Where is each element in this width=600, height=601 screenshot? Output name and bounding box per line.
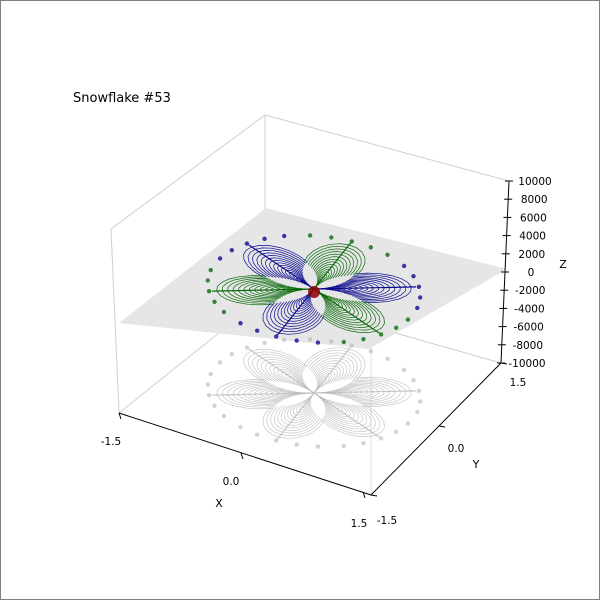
z-tick-label: 10000 <box>518 176 551 188</box>
flake-dendrite <box>350 239 354 243</box>
flake-dendrite <box>308 233 312 237</box>
flake-dendrite <box>385 253 389 257</box>
box-edge-back-right <box>265 115 509 181</box>
flake-dendrite <box>230 248 234 252</box>
shadow-dendrite <box>207 393 211 397</box>
flake-dendrite <box>218 256 222 260</box>
flake-dendrite <box>415 306 419 310</box>
shadow-dendrite <box>316 444 320 448</box>
shadow-dendrite <box>230 352 234 356</box>
shadow-dendrite <box>212 404 216 408</box>
shadow-dendrite <box>342 444 346 448</box>
shadow-dendrite <box>418 399 422 403</box>
flake-dendrite <box>379 332 383 336</box>
chart-title: Snowflake #53 <box>73 91 171 106</box>
x-tick-label: 0.0 <box>223 476 240 488</box>
box-edge-left-vertical <box>111 229 119 413</box>
shadow-arm-spine <box>314 393 379 437</box>
shadow-dendrite <box>350 343 354 347</box>
flake-dendrite <box>282 234 286 238</box>
flake-dendrite <box>394 326 398 330</box>
shadow-dendrite <box>329 339 333 343</box>
y-tick-mark <box>439 426 445 427</box>
shadow-dendrite <box>274 438 278 442</box>
y-tick-label: -1.5 <box>377 515 398 527</box>
flake-dendrite <box>255 329 259 333</box>
flake-dendrite <box>222 310 226 314</box>
shadow-dendrite <box>394 430 398 434</box>
shadow-dendrite <box>209 372 213 376</box>
shadow-dendrite <box>238 425 242 429</box>
z-tick-label: -6000 <box>513 322 544 334</box>
x-axis-line <box>119 413 371 495</box>
x-tick-label: 1.5 <box>351 518 368 530</box>
flake-dendrite <box>402 264 406 268</box>
z-tick-label: -4000 <box>514 303 545 315</box>
shadow-dendrite <box>379 436 383 440</box>
z-tick-label: 2000 <box>518 249 545 261</box>
flake-dendrite <box>207 289 211 293</box>
flake-dendrite <box>369 245 373 249</box>
box-edge-back-top <box>111 115 265 229</box>
flake-dendrite <box>212 300 216 304</box>
flake-dendrite <box>206 278 210 282</box>
flake-dendrite <box>418 295 422 299</box>
shadow-dendrite <box>411 378 415 382</box>
shadow-dendrite <box>415 410 419 414</box>
shadow-dendrite <box>402 368 406 372</box>
shadow-dendrite <box>206 382 210 386</box>
y-axis-label: Y <box>472 458 480 471</box>
y-tick-mark <box>371 495 377 496</box>
flake-dendrite <box>316 340 320 344</box>
flake-dendrite <box>238 321 242 325</box>
shadow-dendrite <box>282 338 286 342</box>
z-tick-label: 4000 <box>519 231 546 243</box>
shadow-dendrite <box>385 357 389 361</box>
shadow-arm-spine <box>249 349 314 393</box>
shadow-dendrite <box>222 414 226 418</box>
z-tick-label: -10000 <box>508 358 545 370</box>
flake-dendrite <box>342 340 346 344</box>
shadow-dendrite <box>361 441 365 445</box>
floor-shadow <box>206 337 423 449</box>
flake-dendrite <box>411 274 415 278</box>
flake-dendrite <box>262 237 266 241</box>
z-tick-label: 6000 <box>520 212 547 224</box>
z-tick-label: 0 <box>528 267 535 279</box>
shadow-dendrite <box>218 360 222 364</box>
flake-dendrite <box>329 235 333 239</box>
shadow-dendrite <box>295 442 299 446</box>
shadow-dendrite <box>245 345 249 349</box>
flake-dendrite <box>361 337 365 341</box>
shadow-dendrite <box>308 337 312 341</box>
y-tick-label: 1.5 <box>510 377 527 389</box>
flake-dendrite <box>417 285 421 289</box>
flake-dendrite <box>295 338 299 342</box>
shadow-contour <box>248 352 306 381</box>
shadow-dendrite <box>262 341 266 345</box>
shadow-dendrite <box>417 389 421 393</box>
flake-center <box>308 286 320 298</box>
y-tick-label: 0.0 <box>448 443 465 455</box>
flake-dendrite <box>406 317 410 321</box>
z-tick-label: 8000 <box>521 194 548 206</box>
shadow-dendrite <box>255 433 259 437</box>
y-axis-line <box>371 363 501 495</box>
x-axis-label: X <box>215 497 223 510</box>
flake-dendrite <box>209 268 213 272</box>
z-axis-label: Z <box>559 258 567 271</box>
flake-dendrite <box>245 241 249 245</box>
x-tick-label: -1.5 <box>101 436 122 448</box>
flake-dendrite <box>274 334 278 338</box>
x-tick-mark <box>241 453 243 459</box>
z-tick-label: -8000 <box>513 340 544 352</box>
shadow-dendrite <box>369 349 373 353</box>
z-tick-label: -2000 <box>515 285 546 297</box>
shadow-dendrite <box>406 421 410 425</box>
